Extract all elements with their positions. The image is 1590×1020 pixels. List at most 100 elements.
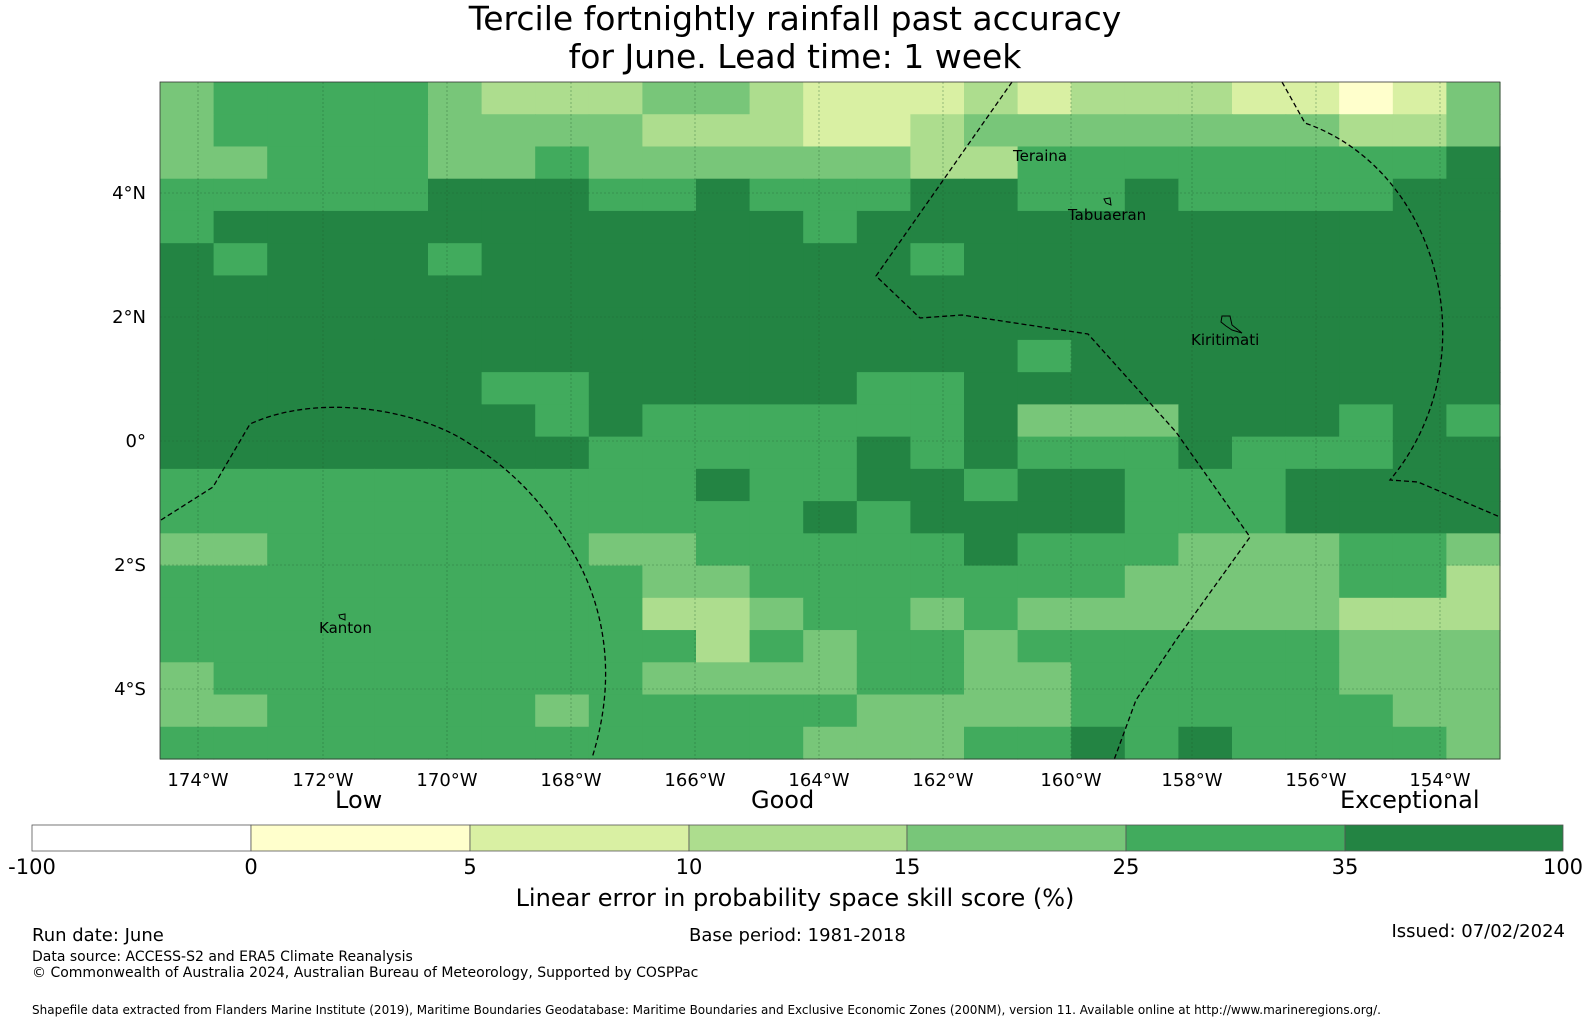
- skill-cell: [535, 726, 590, 760]
- skill-cell: [1339, 114, 1394, 148]
- graticule: [160, 82, 1500, 759]
- skill-cell: [910, 243, 965, 277]
- skill-cell: [1392, 436, 1447, 470]
- skill-cell: [535, 275, 590, 309]
- skill-cell: [856, 210, 911, 244]
- skill-cell: [1232, 372, 1287, 405]
- skill-cell: [964, 210, 1019, 244]
- skill-cell: [535, 372, 590, 405]
- skill-cell: [1285, 436, 1340, 470]
- skill-cell: [910, 339, 965, 373]
- skill-cell: [910, 533, 965, 567]
- skill-cell: [160, 178, 215, 212]
- skill-cell: [320, 436, 375, 470]
- skill-cell: [642, 468, 697, 502]
- lon-tick-label: 164°W: [788, 770, 849, 791]
- skill-cell: [803, 694, 858, 728]
- skill-cell: [856, 275, 911, 309]
- skill-cell: [1392, 726, 1447, 760]
- skill-cell: [856, 178, 911, 212]
- skill-cell: [588, 726, 643, 760]
- skill-cell: [481, 694, 536, 728]
- skill-cell: [1232, 210, 1287, 244]
- skill-cell: [1017, 501, 1072, 534]
- skill-cell: [1071, 662, 1126, 696]
- skill-cell: [803, 565, 858, 599]
- skill-cell: [535, 694, 590, 728]
- skill-cell: [1071, 501, 1126, 534]
- skill-cell: [1232, 339, 1287, 373]
- skill-cell: [213, 146, 268, 180]
- skill-cell: [1071, 630, 1126, 663]
- skill-cell: [160, 82, 215, 115]
- skill-cell: [1446, 372, 1501, 405]
- eez-boundary-kiritimati: [1281, 81, 1501, 518]
- skill-cell: [320, 339, 375, 373]
- skill-cell: [374, 501, 429, 534]
- skill-cell: [1392, 501, 1447, 534]
- skill-cell: [267, 533, 322, 567]
- skill-cell: [1071, 275, 1126, 309]
- category-exceptional: Exceptional: [1340, 786, 1480, 814]
- skill-cell: [374, 597, 429, 631]
- skill-cell: [803, 210, 858, 244]
- skill-cell: [428, 178, 483, 212]
- skill-cell: [1017, 436, 1072, 470]
- skill-cell: [749, 275, 804, 309]
- skill-cell: [696, 501, 751, 534]
- skill-cell: [856, 533, 911, 567]
- skill-cell: [481, 726, 536, 760]
- skill-cell: [428, 597, 483, 631]
- skill-cell: [910, 210, 965, 244]
- skill-cell: [160, 372, 215, 405]
- skill-cell: [856, 694, 911, 728]
- lon-tick-label: 160°W: [1040, 770, 1101, 791]
- place-label-kiritimati: Kiritimati: [1191, 331, 1259, 349]
- skill-cell: [1124, 468, 1179, 502]
- skill-cell: [803, 597, 858, 631]
- skill-cell: [1178, 82, 1233, 115]
- skill-cell: [1285, 468, 1340, 502]
- island-tabuaeran: [1103, 197, 1112, 206]
- skill-cell: [428, 468, 483, 502]
- skill-cell: [1071, 436, 1126, 470]
- skill-cell: [535, 533, 590, 567]
- skill-cell: [1124, 694, 1179, 728]
- skill-cell: [803, 630, 858, 663]
- skill-cell: [481, 210, 536, 244]
- skill-cell: [160, 694, 215, 728]
- skill-cell: [1178, 533, 1233, 567]
- skill-cell: [1232, 565, 1287, 599]
- skill-cell: [160, 339, 215, 373]
- skill-cell: [267, 565, 322, 599]
- skill-cell: [642, 533, 697, 567]
- skill-cell: [535, 436, 590, 470]
- skill-cell: [696, 243, 751, 277]
- skill-cell: [213, 597, 268, 631]
- skill-cell: [160, 307, 215, 341]
- skill-cell: [535, 630, 590, 663]
- skill-cell: [1124, 726, 1179, 760]
- skill-cell: [1339, 597, 1394, 631]
- skill-cell: [267, 436, 322, 470]
- skill-cell: [1446, 210, 1501, 244]
- skill-cell: [213, 178, 268, 212]
- skill-cell: [1017, 468, 1072, 502]
- skill-cell: [374, 372, 429, 405]
- skill-cell: [267, 146, 322, 180]
- skill-cell: [320, 404, 375, 438]
- skill-cell: [160, 468, 215, 502]
- skill-cell: [267, 114, 322, 148]
- skill-cell: [1232, 178, 1287, 212]
- skill-cell: [1339, 694, 1394, 728]
- skill-cell: [964, 372, 1019, 405]
- skill-cell: [320, 146, 375, 180]
- skill-cell: [320, 307, 375, 341]
- skill-cell: [749, 82, 804, 115]
- skill-cell: [696, 726, 751, 760]
- skill-cell: [160, 114, 215, 148]
- skill-cell: [588, 694, 643, 728]
- skill-cell: [428, 114, 483, 148]
- skill-cell: [481, 178, 536, 212]
- skill-cell: [910, 307, 965, 341]
